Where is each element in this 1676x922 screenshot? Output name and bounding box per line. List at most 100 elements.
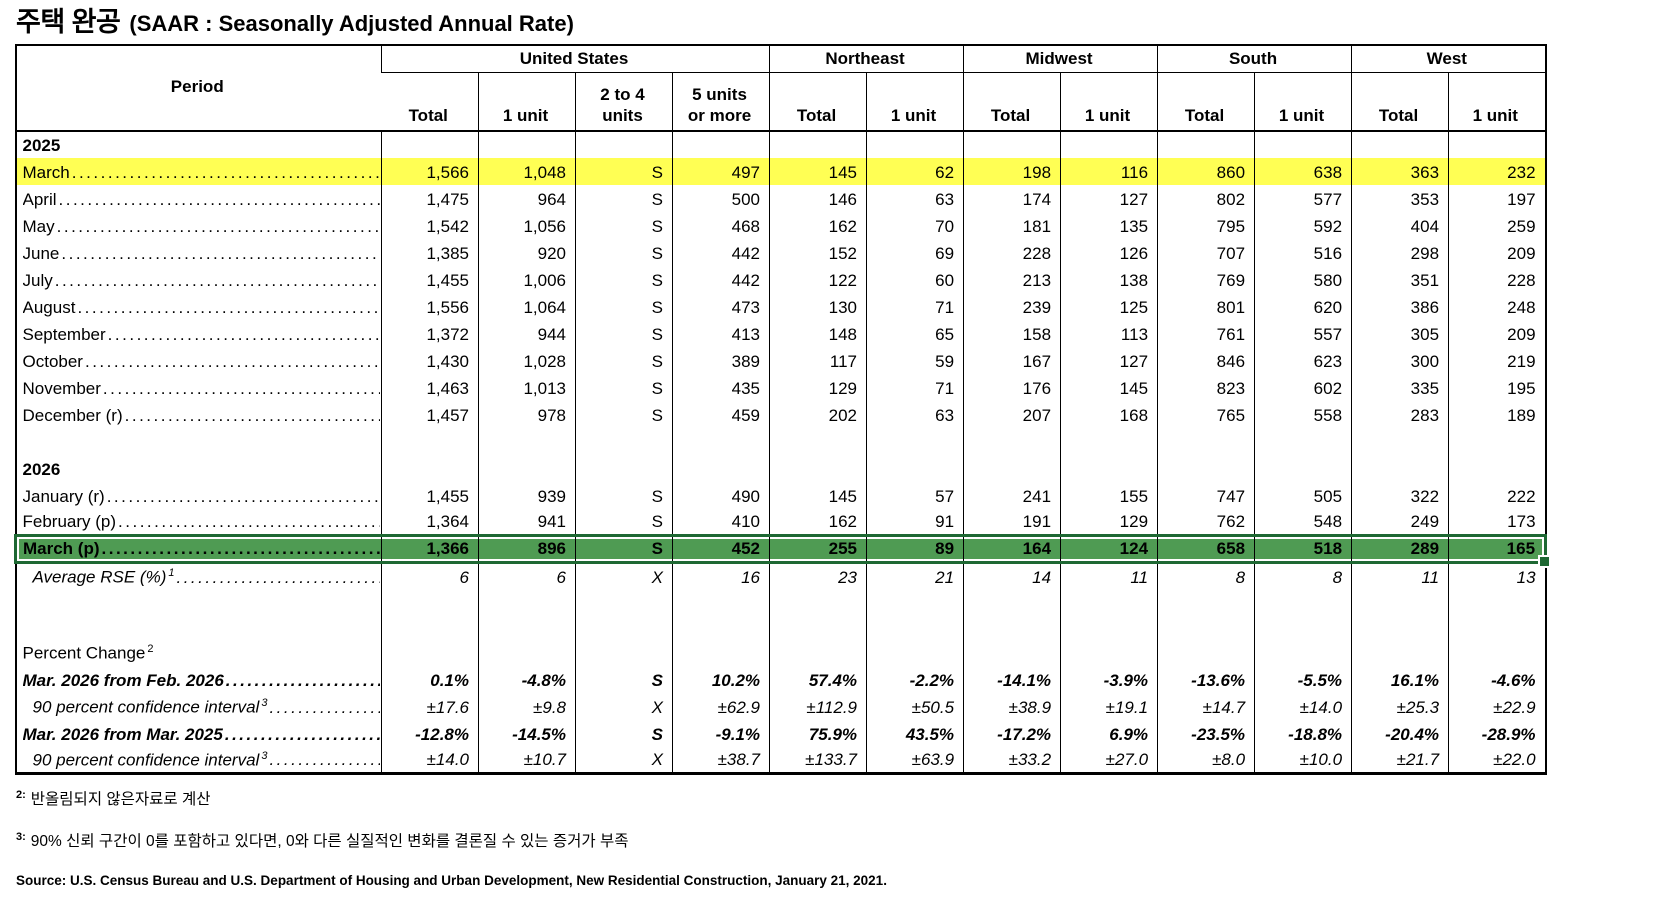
value-cell[interactable] xyxy=(1351,130,1449,158)
value-cell[interactable]: 300 xyxy=(1351,346,1449,374)
value-cell[interactable]: ±14.7 xyxy=(1157,692,1255,720)
value-cell[interactable]: 8 xyxy=(1254,562,1352,590)
value-cell[interactable]: 298 xyxy=(1351,238,1449,266)
value-cell[interactable] xyxy=(671,427,770,455)
value-cell[interactable]: -4.8% xyxy=(478,665,576,693)
value-cell[interactable]: 860 xyxy=(1157,157,1255,185)
value-cell[interactable]: 823 xyxy=(1157,373,1255,401)
value-cell[interactable]: S xyxy=(575,157,673,185)
value-cell[interactable] xyxy=(1157,589,1255,636)
value-cell[interactable]: ±21.7 xyxy=(1351,746,1449,774)
value-cell[interactable]: S xyxy=(575,238,673,266)
value-cell[interactable]: 168 xyxy=(1060,400,1158,428)
value-cell[interactable]: 209 xyxy=(1448,238,1546,266)
value-cell[interactable]: 122 xyxy=(769,265,867,293)
value-cell[interactable] xyxy=(1254,427,1352,455)
period-cell[interactable]: December (r) xyxy=(16,401,382,428)
value-cell[interactable]: 10.2% xyxy=(671,665,770,693)
value-cell[interactable] xyxy=(381,427,479,455)
value-cell[interactable] xyxy=(769,130,867,158)
value-cell[interactable] xyxy=(478,454,576,482)
value-cell[interactable]: 518 xyxy=(1254,534,1352,565)
value-cell[interactable]: -4.6% xyxy=(1448,665,1546,693)
value-cell[interactable]: 165 xyxy=(1448,534,1552,570)
value-cell[interactable]: 322 xyxy=(1351,481,1449,509)
value-cell[interactable] xyxy=(575,589,673,636)
value-cell[interactable] xyxy=(1448,427,1546,455)
value-cell[interactable]: 765 xyxy=(1157,400,1255,428)
value-cell[interactable]: 386 xyxy=(1351,292,1449,320)
value-cell[interactable]: 1,006 xyxy=(478,265,576,293)
value-cell[interactable]: 1,385 xyxy=(381,238,479,266)
period-cell[interactable]: October xyxy=(16,347,382,374)
period-cell[interactable]: April xyxy=(16,185,382,212)
value-cell[interactable] xyxy=(1351,635,1449,666)
value-cell[interactable] xyxy=(671,130,770,158)
value-cell[interactable]: S xyxy=(575,346,673,374)
value-cell[interactable]: 500 xyxy=(671,184,770,212)
value-cell[interactable]: S xyxy=(575,508,673,536)
value-cell[interactable]: 16.1% xyxy=(1351,665,1449,693)
period-cell[interactable]: November xyxy=(16,374,382,401)
value-cell[interactable]: 11 xyxy=(1060,562,1158,590)
value-cell[interactable]: 63 xyxy=(866,400,964,428)
value-cell[interactable]: 1,056 xyxy=(478,211,576,239)
value-cell[interactable] xyxy=(1157,454,1255,482)
value-cell[interactable] xyxy=(1157,130,1255,158)
value-cell[interactable]: 219 xyxy=(1448,346,1546,374)
value-cell[interactable]: 602 xyxy=(1254,373,1352,401)
value-cell[interactable]: 1,463 xyxy=(381,373,479,401)
value-cell[interactable]: 174 xyxy=(963,184,1061,212)
value-cell[interactable]: 65 xyxy=(866,319,964,347)
value-cell[interactable]: 1,013 xyxy=(478,373,576,401)
value-cell[interactable]: 1,455 xyxy=(381,265,479,293)
value-cell[interactable]: 1,064 xyxy=(478,292,576,320)
value-cell[interactable]: 124 xyxy=(1060,534,1158,565)
value-cell[interactable]: 801 xyxy=(1157,292,1255,320)
period-cell[interactable]: 2025 xyxy=(22,135,61,155)
value-cell[interactable]: 198 xyxy=(963,157,1061,185)
value-cell[interactable]: S xyxy=(575,665,673,693)
value-cell[interactable] xyxy=(1060,589,1158,636)
value-cell[interactable]: 43.5% xyxy=(866,719,964,747)
value-cell[interactable]: ±19.1 xyxy=(1060,692,1158,720)
value-cell[interactable]: ±62.9 xyxy=(671,692,770,720)
value-cell[interactable]: 548 xyxy=(1254,508,1352,536)
value-cell[interactable]: 91 xyxy=(866,508,964,536)
period-cell[interactable]: June xyxy=(16,239,382,266)
value-cell[interactable]: ±10.7 xyxy=(478,746,576,774)
value-cell[interactable]: S xyxy=(575,481,673,509)
value-cell[interactable] xyxy=(963,454,1061,482)
value-cell[interactable]: 155 xyxy=(1060,481,1158,509)
value-cell[interactable]: 57.4% xyxy=(769,665,867,693)
value-cell[interactable]: 0.1% xyxy=(381,665,479,693)
value-cell[interactable] xyxy=(1157,427,1255,455)
value-cell[interactable]: 176 xyxy=(963,373,1061,401)
value-cell[interactable] xyxy=(381,454,479,482)
value-cell[interactable]: 404 xyxy=(1351,211,1449,239)
value-cell[interactable]: -14.5% xyxy=(478,719,576,747)
value-cell[interactable]: 353 xyxy=(1351,184,1449,212)
value-cell[interactable]: 941 xyxy=(478,508,576,536)
value-cell[interactable]: 6 xyxy=(381,562,479,590)
value-cell[interactable]: 558 xyxy=(1254,400,1352,428)
value-cell[interactable]: ±133.7 xyxy=(769,746,867,774)
value-cell[interactable]: 490 xyxy=(671,481,770,509)
value-cell[interactable]: ±38.7 xyxy=(671,746,770,774)
value-cell[interactable]: 435 xyxy=(671,373,770,401)
value-cell[interactable] xyxy=(769,589,867,636)
value-cell[interactable] xyxy=(478,635,576,666)
value-cell[interactable] xyxy=(1448,589,1546,636)
value-cell[interactable]: 505 xyxy=(1254,481,1352,509)
value-cell[interactable]: 557 xyxy=(1254,319,1352,347)
value-cell[interactable]: 116 xyxy=(1060,157,1158,185)
value-cell[interactable]: ±25.3 xyxy=(1351,692,1449,720)
value-cell[interactable]: 11 xyxy=(1351,562,1449,590)
value-cell[interactable]: ±17.6 xyxy=(381,692,479,720)
value-cell[interactable]: 1,048 xyxy=(478,157,576,185)
value-cell[interactable] xyxy=(381,130,479,158)
value-cell[interactable]: 138 xyxy=(1060,265,1158,293)
value-cell[interactable]: 846 xyxy=(1157,346,1255,374)
value-cell[interactable]: 75.9% xyxy=(769,719,867,747)
value-cell[interactable] xyxy=(575,454,673,482)
